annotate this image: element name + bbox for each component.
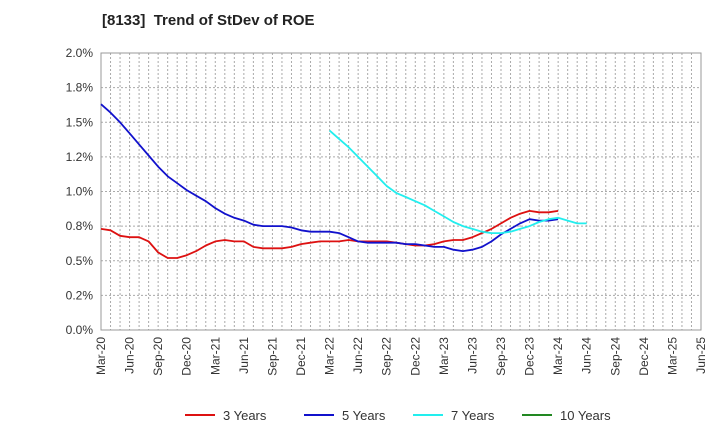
x-tick-label: Dec-23	[523, 337, 537, 376]
x-tick-label: Dec-22	[408, 337, 422, 376]
y-tick-label: 2.0%	[66, 46, 94, 60]
y-tick-label: 0.8%	[66, 219, 94, 233]
legend-label: 5 Years	[342, 408, 386, 423]
x-tick-label: Mar-24	[551, 337, 565, 375]
x-tick-label: Dec-24	[637, 337, 651, 376]
series-line-3-years	[100, 209, 559, 259]
y-tick-label: 1.2%	[66, 150, 94, 164]
plot-frame	[100, 52, 702, 331]
grid	[101, 53, 701, 330]
y-tick-label: 0.2%	[66, 288, 94, 302]
y-tick-label: 0.0%	[66, 323, 94, 337]
x-tick-label: Dec-20	[180, 337, 194, 376]
x-tick-label: Sep-21	[265, 337, 279, 376]
legend-item: 7 Years	[413, 408, 495, 423]
y-tick-label: 1.0%	[66, 185, 94, 199]
y-tick-label: 0.5%	[66, 254, 94, 268]
x-tick-label: Jun-20	[123, 337, 137, 374]
x-tick-label: Mar-25	[665, 337, 679, 375]
series-line-7-years	[329, 129, 587, 235]
series-lines	[100, 103, 587, 259]
x-tick-label: Jun-23	[465, 337, 479, 374]
legend-label: 7 Years	[451, 408, 495, 423]
x-tick-label: Jun-24	[580, 337, 594, 374]
y-tick-label: 1.5%	[66, 115, 94, 129]
legend-item: 5 Years	[304, 408, 386, 423]
x-tick-label: Sep-23	[494, 337, 508, 376]
x-tick-label: Jun-21	[237, 337, 251, 374]
legend-label: 10 Years	[560, 408, 611, 423]
x-tick-label: Sep-22	[380, 337, 394, 376]
x-tick-label: Sep-20	[151, 337, 165, 376]
x-tick-label: Sep-24	[608, 337, 622, 376]
y-tick-label: 1.8%	[66, 81, 94, 95]
legend-label: 3 Years	[223, 408, 267, 423]
x-tick-label: Mar-23	[437, 337, 451, 375]
x-tick-label: Mar-22	[323, 337, 337, 375]
x-axis: Mar-20 Jun-20 Sep-20 Dec-20 Mar-21 Jun-21 Sep-…	[94, 337, 708, 376]
legend: 3 Years 5 Years 7 Years 10 Years	[185, 408, 611, 423]
y-axis: 0.0% 0.2% 0.5% 0.8% 1.0% 1.2% 1.5% 1.8% 2.0%	[66, 46, 94, 337]
x-tick-label: Jun-25	[694, 337, 708, 374]
series-line-5-years	[100, 103, 559, 253]
x-tick-label: Mar-21	[208, 337, 222, 375]
legend-item: 3 Years	[185, 408, 267, 423]
legend-item: 10 Years	[522, 408, 611, 423]
x-tick-label: Dec-21	[294, 337, 308, 376]
x-tick-label: Jun-22	[351, 337, 365, 374]
chart-title: [8133] Trend of StDev of ROE	[102, 12, 315, 29]
x-tick-label: Mar-20	[94, 337, 108, 375]
